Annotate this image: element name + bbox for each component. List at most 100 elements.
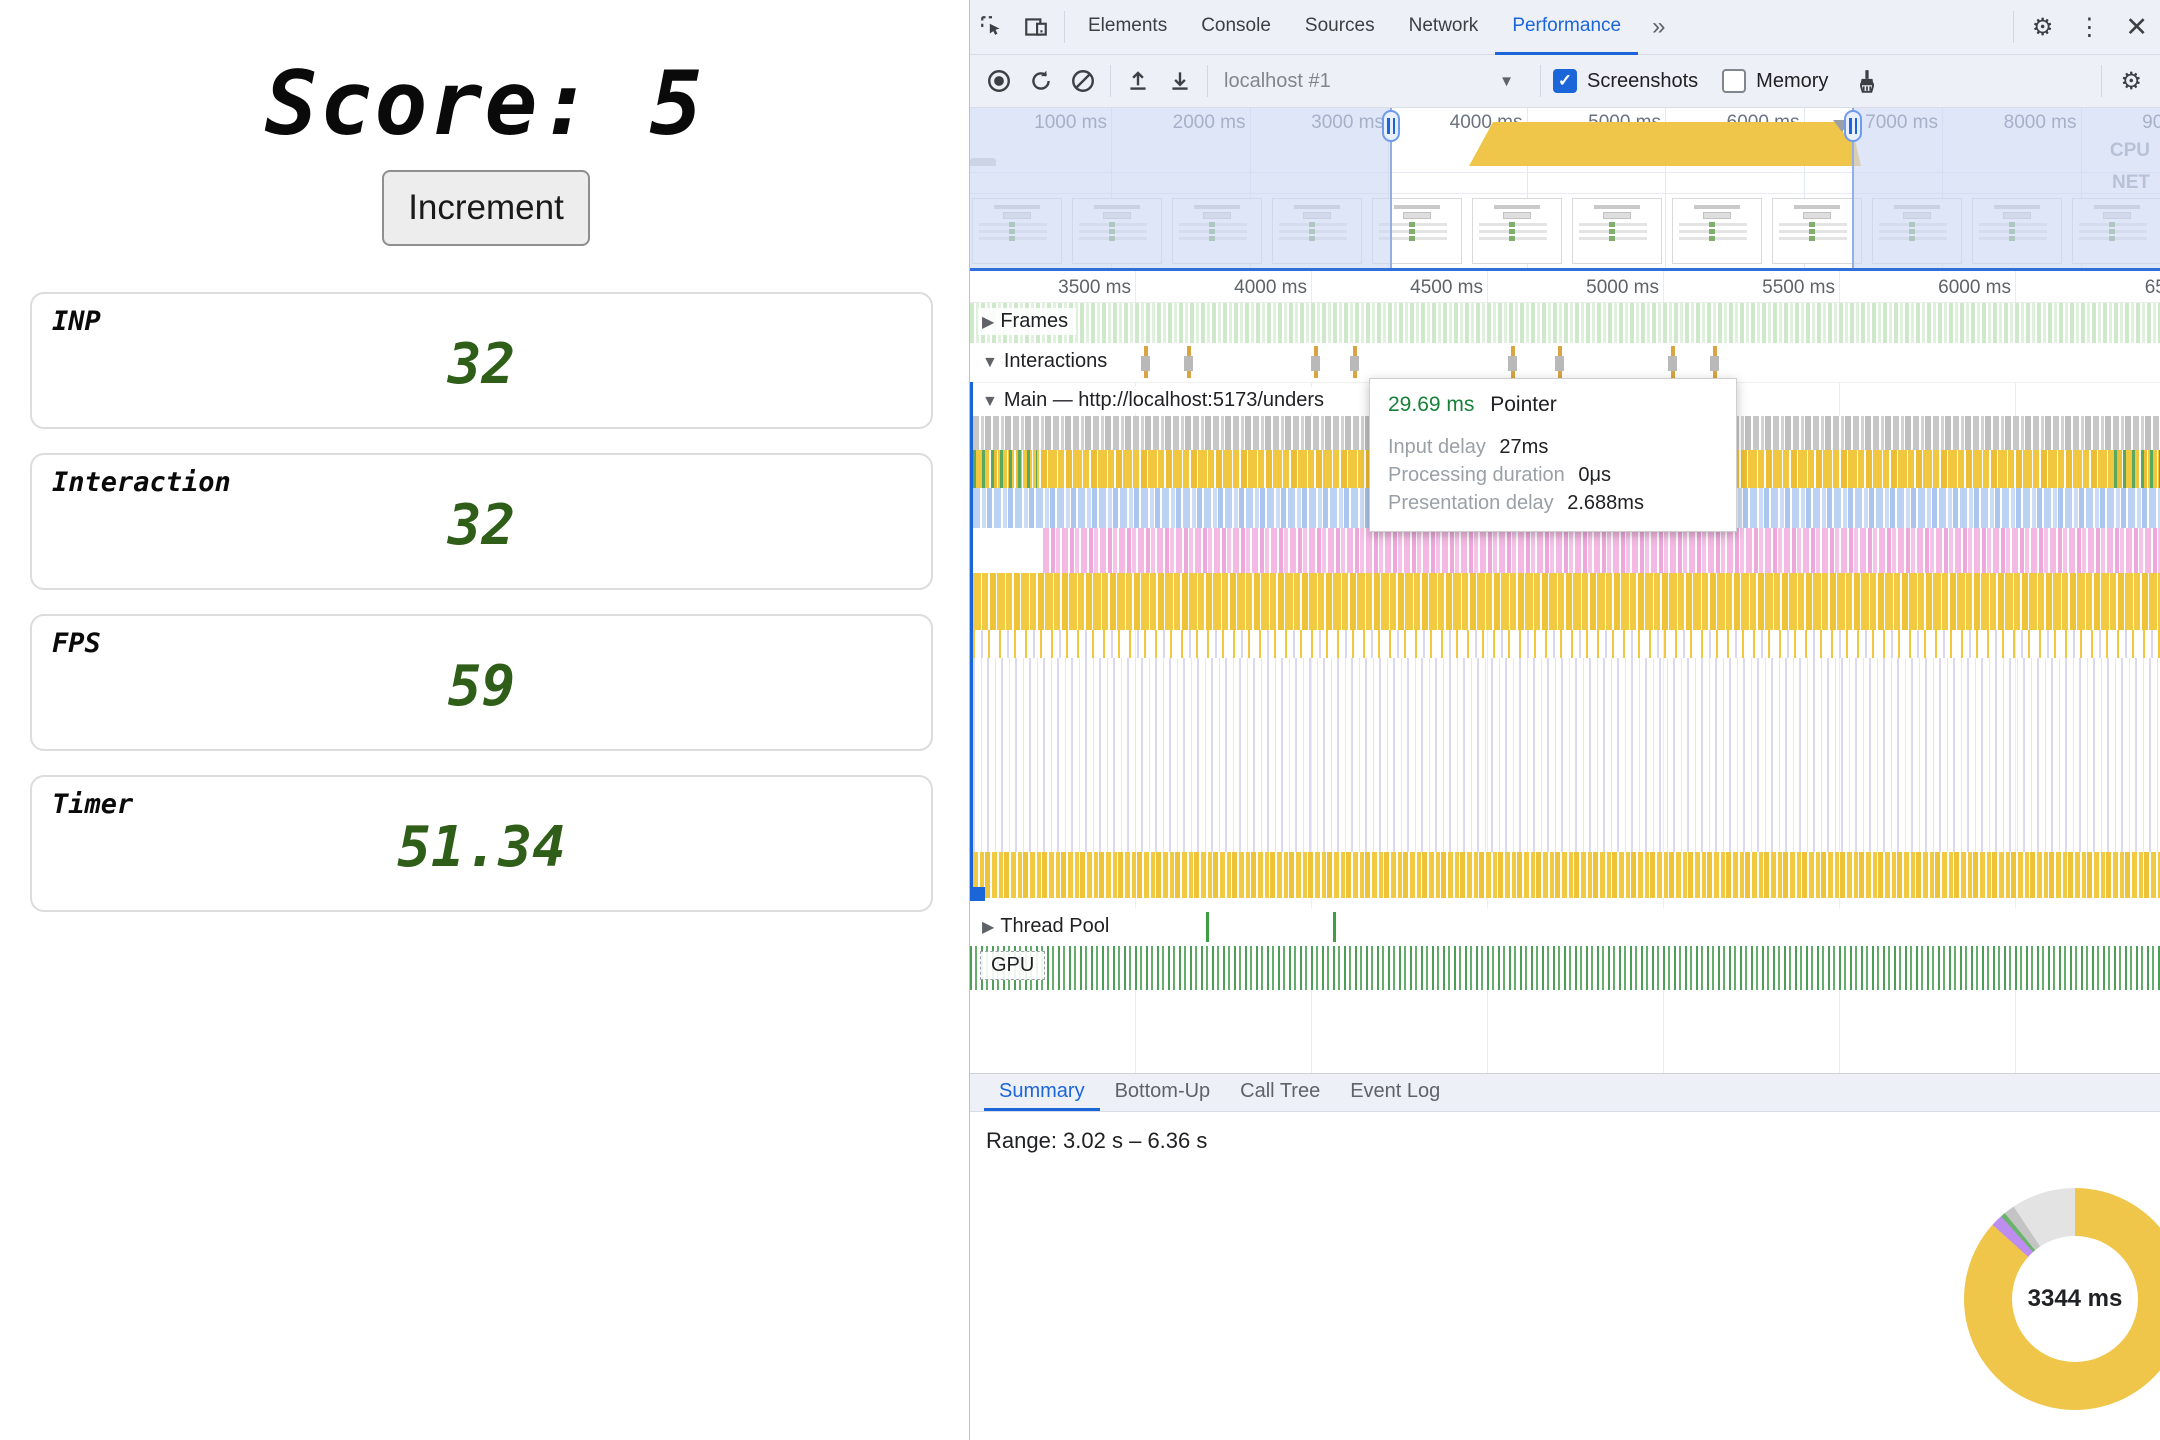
screenshot-thumbnail[interactable] xyxy=(1472,198,1562,264)
track-resize-handle[interactable] xyxy=(970,887,985,901)
inspect-element-icon[interactable] xyxy=(970,0,1014,54)
selection-handle-left[interactable] xyxy=(1382,110,1400,142)
flame-band-microtasks[interactable] xyxy=(973,658,2160,852)
divider xyxy=(1207,65,1208,97)
net-track xyxy=(970,172,2160,194)
interaction-marker[interactable] xyxy=(1311,346,1320,378)
interaction-marker[interactable] xyxy=(1141,346,1150,378)
clear-icon[interactable] xyxy=(1062,60,1104,102)
download-profile-icon[interactable] xyxy=(1159,60,1201,102)
flame-chart[interactable]: 3500 ms 4000 ms 4500 ms 5000 ms 5500 ms 6000 … xyxy=(970,271,2160,1073)
interaction-marker[interactable] xyxy=(1710,346,1719,378)
metric-card: FPS 59 xyxy=(30,614,933,751)
screenshot-thumbnail[interactable] xyxy=(1772,198,1862,264)
chevron-down-icon: ▼ xyxy=(1499,72,1514,90)
score-heading: Score: 5 xyxy=(264,52,705,155)
screenshot-thumbnail[interactable] xyxy=(1572,198,1662,264)
frames-track[interactable] xyxy=(970,303,2160,344)
chevron-right-icon: ▶ xyxy=(982,314,995,331)
capture-settings-gear-icon[interactable]: ⚙ xyxy=(2120,67,2142,95)
ruler-tick-label: 4000 ms xyxy=(1234,277,1307,298)
interaction-marker[interactable] xyxy=(1668,346,1677,378)
interaction-marker[interactable] xyxy=(1508,346,1517,378)
screenshots-label: Screenshots xyxy=(1587,69,1699,92)
ruler-tick-label: 5500 ms xyxy=(1762,277,1835,298)
ruler-tick-label: 3500 ms xyxy=(1058,277,1131,298)
ruler-tick-label: 6000 ms xyxy=(1938,277,2011,298)
devtools-tab[interactable]: Network xyxy=(1408,14,1479,36)
flame-band-rendering[interactable] xyxy=(1043,528,2160,573)
thread-pool-toggle[interactable]: ▶ Thread Pool xyxy=(978,913,1118,940)
gpu-track-label[interactable]: GPU xyxy=(980,951,1046,980)
record-icon[interactable] xyxy=(978,60,1020,102)
memory-checkbox[interactable] xyxy=(1722,69,1747,93)
metric-label: INP xyxy=(52,306,101,337)
garbage-collect-icon[interactable] xyxy=(1846,60,1888,102)
metric-value: 32 xyxy=(447,332,516,397)
summary-tab[interactable]: Summary xyxy=(984,1074,1100,1111)
flame-band-mixed[interactable] xyxy=(973,630,2160,658)
summary-tab[interactable]: Event Log xyxy=(1350,1079,1441,1102)
tooltip-row-label: Input delay xyxy=(1388,436,1486,458)
summary-tabbar: Summary Bottom-Up Call Tree Event Log xyxy=(970,1073,2160,1112)
selection-edge-right xyxy=(1852,108,1854,268)
close-icon[interactable]: ✕ xyxy=(2125,11,2148,42)
devtools-tab[interactable]: Elements xyxy=(1088,14,1168,36)
metric-label: Timer xyxy=(52,789,134,820)
devtools-tab[interactable]: Sources xyxy=(1304,14,1375,36)
overview-dim-left xyxy=(970,108,1391,268)
metric-label: FPS xyxy=(52,628,101,659)
upload-profile-icon[interactable] xyxy=(1117,60,1159,102)
interaction-marker[interactable] xyxy=(1350,346,1359,378)
divider xyxy=(2012,11,2014,43)
thread-pool-activity xyxy=(1333,912,1336,942)
more-tabs-chevron[interactable]: » xyxy=(1652,13,1666,40)
devtools-tabs: Elements Console Sources Network Performance xyxy=(1071,0,1639,55)
devtools-tab[interactable]: Performance xyxy=(1495,0,1639,55)
metric-value: 32 xyxy=(447,493,516,558)
main-thread-track[interactable] xyxy=(970,382,2160,901)
interaction-marker[interactable] xyxy=(1184,346,1193,378)
performance-toolbar: localhost #1 ▼ ✓ Screenshots Memory ⚙ xyxy=(970,55,2160,108)
summary-tab[interactable]: Call Tree xyxy=(1240,1079,1321,1102)
gridline xyxy=(1665,108,1666,268)
summary-tab[interactable]: Bottom-Up xyxy=(1114,1079,1211,1102)
interaction-marker[interactable] xyxy=(1555,346,1564,378)
frames-track-toggle[interactable]: ▶ Frames xyxy=(978,308,1077,335)
devtools-tabbar: Elements Console Sources Network Performance… xyxy=(970,0,2160,55)
interactions-track[interactable] xyxy=(970,343,2160,383)
kebab-menu-icon[interactable]: ⋮ xyxy=(2077,13,2102,41)
chevron-down-icon: ▼ xyxy=(982,354,998,371)
chevron-right-icon: ▶ xyxy=(982,919,995,936)
profile-select[interactable]: localhost #1 ▼ xyxy=(1214,70,1534,93)
selection-handle-right[interactable] xyxy=(1844,110,1862,142)
gpu-track[interactable] xyxy=(970,946,2160,990)
device-toolbar-icon[interactable] xyxy=(1014,0,1058,54)
screenshot-thumbnail[interactable] xyxy=(1672,198,1762,264)
donut-total: 3344 ms xyxy=(2012,1236,2138,1362)
metric-card: INP 32 xyxy=(30,292,933,429)
metric-value: 51.34 xyxy=(397,815,566,880)
increment-button[interactable]: Increment xyxy=(382,170,590,246)
tooltip-duration: 29.69 ms xyxy=(1388,393,1475,416)
tooltip-row-value: 27ms xyxy=(1499,436,1549,458)
tooltip-row: Presentation delay 2.688ms xyxy=(1388,489,1718,517)
tooltip-row-label: Presentation delay xyxy=(1388,492,1554,514)
tooltip-rows: Input delay 27ms Processing duration 0μs… xyxy=(1388,433,1718,517)
tooltip-row-label: Processing duration xyxy=(1388,464,1565,486)
flame-band-scripting-2[interactable] xyxy=(973,573,2160,630)
main-track-toggle[interactable]: ▼ Main — http://localhost:5173/unders xyxy=(978,387,1333,414)
tooltip-row-value: 2.688ms xyxy=(1567,492,1644,514)
interactions-track-toggle[interactable]: ▼ Interactions xyxy=(978,348,1116,375)
flame-band-scripting-3[interactable] xyxy=(973,852,2160,898)
screenshots-checkbox[interactable]: ✓ xyxy=(1553,69,1577,93)
devtools-tab[interactable]: Console xyxy=(1201,14,1271,36)
gridline xyxy=(1803,108,1805,268)
settings-gear-icon[interactable]: ⚙ xyxy=(2031,13,2054,41)
cpu-activity-chart xyxy=(1469,122,1861,166)
divider xyxy=(1540,65,1541,97)
thread-pool-track[interactable] xyxy=(970,908,2160,946)
reload-record-icon[interactable] xyxy=(1020,60,1062,102)
